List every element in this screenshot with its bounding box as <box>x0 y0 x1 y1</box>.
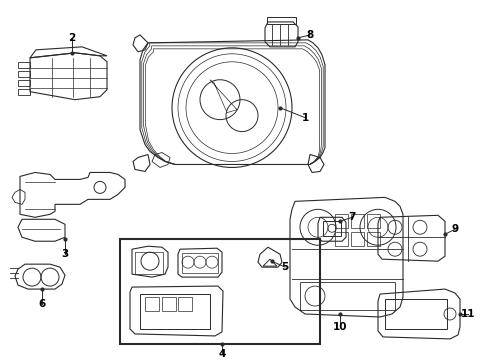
Bar <box>366 232 379 246</box>
Bar <box>323 221 340 236</box>
Text: 4: 4 <box>218 349 225 359</box>
Bar <box>120 239 319 344</box>
Text: 2: 2 <box>68 33 76 43</box>
Text: 3: 3 <box>61 249 68 259</box>
Bar <box>266 17 295 24</box>
Text: 10: 10 <box>332 322 346 332</box>
Bar <box>135 252 163 274</box>
Text: 5: 5 <box>281 262 288 272</box>
Bar <box>384 299 446 329</box>
Bar <box>178 297 192 311</box>
Bar <box>350 232 363 246</box>
Text: 6: 6 <box>38 299 45 309</box>
Bar <box>334 214 347 228</box>
Bar <box>299 282 394 310</box>
Bar <box>366 214 379 228</box>
Text: 8: 8 <box>306 30 313 40</box>
Bar <box>162 297 176 311</box>
Bar <box>140 294 209 329</box>
Bar <box>334 232 347 246</box>
Text: 7: 7 <box>347 212 355 222</box>
Text: 11: 11 <box>460 309 474 319</box>
Text: 9: 9 <box>450 224 458 234</box>
Bar <box>182 253 218 273</box>
Bar <box>145 297 159 311</box>
Bar <box>350 214 363 228</box>
Text: 1: 1 <box>301 113 308 123</box>
